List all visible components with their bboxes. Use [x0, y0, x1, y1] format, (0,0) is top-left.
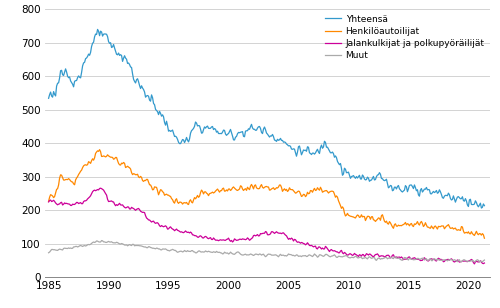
Legend: Yhteensä, Henkilöautoilijat, Jalankulkijat ja polkupyöräilijät, Muut: Yhteensä, Henkilöautoilijat, Jalankulkij… — [322, 12, 488, 63]
Yhteensä — [478, 206, 484, 210]
Line: Muut: Muut — [48, 241, 484, 262]
Henkilöautoilijat — [98, 150, 103, 153]
Jalankulkijat ja polkupyöräilijät — [472, 262, 478, 266]
Yhteensä — [94, 27, 100, 31]
Yhteensä — [112, 46, 117, 50]
Jalankulkijat ja polkupyöräilijät — [46, 200, 52, 204]
Line: Henkilöautoilijat: Henkilöautoilijat — [48, 150, 484, 238]
Muut — [60, 247, 66, 250]
Yhteensä — [46, 96, 52, 100]
Yhteensä — [52, 94, 59, 98]
Henkilöautoilijat — [60, 178, 66, 182]
Muut — [52, 248, 59, 252]
Yhteensä — [482, 204, 488, 208]
Yhteensä — [98, 29, 103, 33]
Muut — [46, 251, 52, 255]
Jalankulkijat ja polkupyöräilijät — [52, 201, 59, 205]
Muut — [318, 253, 324, 257]
Jalankulkijat ja polkupyöräilijät — [96, 187, 102, 190]
Muut — [96, 240, 102, 244]
Henkilöautoilijat — [318, 188, 324, 191]
Line: Yhteensä: Yhteensä — [48, 29, 484, 208]
Jalankulkijat ja polkupyöräilijät — [192, 234, 198, 237]
Muut — [192, 251, 198, 255]
Muut — [112, 241, 117, 245]
Jalankulkijat ja polkupyöräilijät — [60, 202, 66, 206]
Henkilöautoilijat — [112, 157, 117, 160]
Yhteensä — [318, 143, 324, 147]
Jalankulkijat ja polkupyöräilijät — [98, 186, 103, 190]
Muut — [98, 239, 104, 242]
Jalankulkijat ja polkupyöräilijät — [112, 202, 117, 206]
Yhteensä — [192, 120, 198, 124]
Jalankulkijat ja polkupyöräilijät — [482, 261, 488, 265]
Henkilöautoilijat — [46, 200, 52, 203]
Line: Jalankulkijat ja polkupyöräilijät: Jalankulkijat ja polkupyöräilijät — [48, 188, 484, 264]
Henkilöautoilijat — [192, 197, 198, 201]
Muut — [472, 260, 478, 264]
Henkilöautoilijat — [52, 191, 59, 195]
Henkilöautoilijat — [482, 236, 488, 240]
Jalankulkijat ja polkupyöräilijät — [318, 247, 324, 251]
Yhteensä — [60, 74, 66, 77]
Henkilöautoilijat — [96, 148, 102, 152]
Muut — [482, 258, 488, 262]
